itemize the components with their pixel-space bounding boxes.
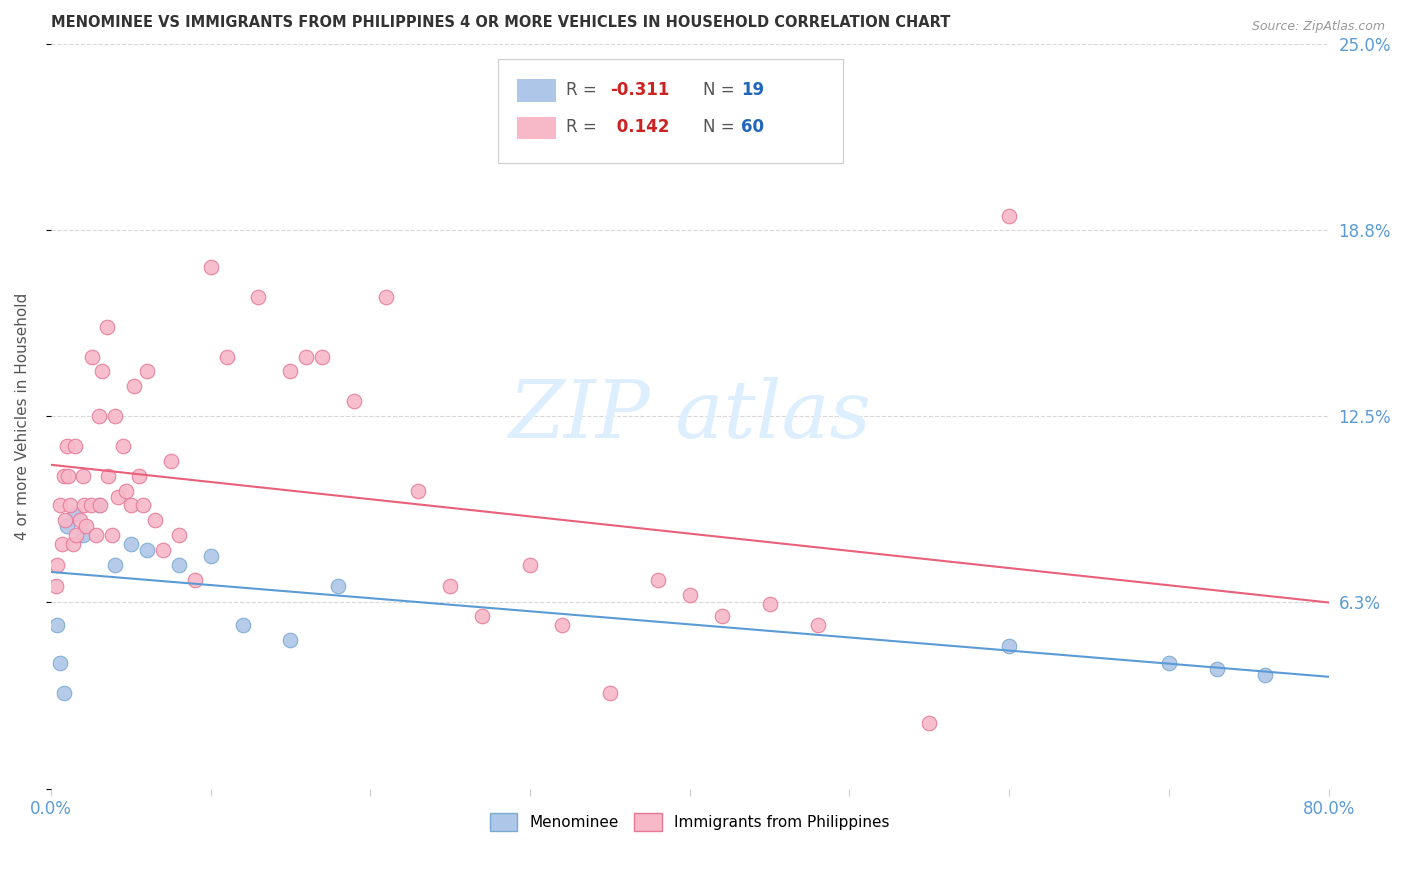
Text: -0.311: -0.311 (610, 81, 669, 99)
Point (53, 513, 76, 527)
Point (679, 588, 702, 602)
Point (73, 499, 96, 513)
Point (599, 686, 621, 700)
Text: 19: 19 (741, 81, 763, 99)
Point (104, 558, 127, 572)
Point (87, 409, 110, 423)
Point (49, 499, 72, 513)
Legend: Menominee, Immigrants from Philippines: Menominee, Immigrants from Philippines (484, 807, 896, 837)
Point (1205, 662, 1227, 676)
Point (551, 617, 574, 632)
Point (167, 558, 190, 572)
Point (51, 537, 73, 551)
Point (72, 528, 94, 542)
Point (52, 468, 75, 483)
Point (280, 632, 302, 647)
Point (120, 499, 142, 513)
Point (710, 608, 733, 623)
Text: N =: N = (703, 118, 740, 136)
Point (135, 543, 157, 558)
Point (100, 528, 122, 542)
Point (295, 350, 318, 364)
Point (200, 260, 222, 274)
FancyBboxPatch shape (498, 59, 844, 163)
Point (519, 558, 541, 572)
Point (111, 439, 134, 453)
Point (63, 508, 86, 522)
Point (75, 519, 97, 533)
Text: Source: ZipAtlas.com: Source: ZipAtlas.com (1251, 20, 1385, 33)
Point (918, 716, 941, 731)
Point (120, 537, 142, 551)
Point (62, 537, 84, 551)
Point (471, 608, 494, 623)
Point (343, 394, 366, 409)
Text: R =: R = (565, 81, 602, 99)
Point (375, 290, 398, 304)
Point (56, 519, 79, 533)
Point (91, 364, 114, 378)
Bar (517, 79, 555, 102)
Point (215, 350, 238, 364)
Text: ZIP atlas: ZIP atlas (509, 377, 872, 455)
Point (159, 454, 181, 468)
Point (87, 499, 110, 513)
Point (998, 639, 1021, 653)
Point (806, 617, 828, 632)
Point (82, 350, 104, 364)
Point (647, 573, 669, 587)
Point (97, 468, 120, 483)
Point (89, 499, 111, 513)
Point (56, 439, 79, 453)
Point (200, 549, 222, 563)
Text: 0.142: 0.142 (610, 118, 669, 136)
Y-axis label: 4 or more Vehicles in Household: 4 or more Vehicles in Household (15, 293, 30, 540)
Point (122, 379, 145, 393)
Point (80, 499, 103, 513)
Point (152, 543, 174, 558)
Point (132, 499, 155, 513)
Point (231, 617, 253, 632)
Point (1254, 668, 1277, 682)
Point (45, 579, 67, 593)
Point (280, 364, 302, 378)
Point (46, 617, 69, 632)
Point (104, 409, 127, 423)
Point (58, 468, 80, 483)
Point (247, 290, 270, 304)
Point (128, 468, 150, 483)
Point (998, 210, 1021, 224)
Point (328, 579, 350, 593)
Point (311, 350, 333, 364)
Bar (517, 117, 555, 139)
Point (406, 483, 429, 498)
Point (758, 597, 780, 611)
Point (1157, 657, 1180, 671)
Point (49, 657, 72, 671)
Point (63, 439, 86, 453)
Point (69, 513, 91, 527)
Point (72, 468, 94, 483)
Point (96, 319, 118, 334)
Point (52, 686, 75, 700)
Text: MENOMINEE VS IMMIGRANTS FROM PHILIPPINES 4 OR MORE VEHICLES IN HOUSEHOLD CORRELA: MENOMINEE VS IMMIGRANTS FROM PHILIPPINES… (51, 15, 950, 30)
Point (84, 528, 107, 542)
Text: R =: R = (565, 118, 602, 136)
Point (115, 483, 138, 498)
Text: 60: 60 (741, 118, 763, 136)
Text: N =: N = (703, 81, 740, 99)
Point (183, 573, 205, 587)
Point (65, 528, 87, 542)
Point (107, 490, 129, 504)
Point (135, 364, 157, 378)
Point (439, 579, 461, 593)
Point (59, 499, 82, 513)
Point (46, 558, 69, 572)
Point (143, 513, 166, 527)
Point (167, 528, 190, 542)
